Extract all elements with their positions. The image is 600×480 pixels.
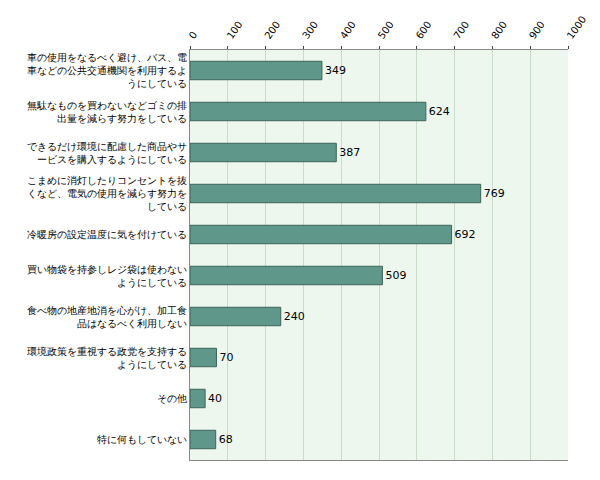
svg-text:40: 40 [208,392,222,405]
svg-text:240: 240 [284,310,305,323]
svg-text:70: 70 [219,351,233,364]
svg-text:769: 769 [484,187,505,200]
svg-text:環境政策を重視する政党を支持するようにしている: 環境政策を重視する政党を支持するようにしている [27,346,187,370]
svg-text:無駄なものを買わないなどゴミの排出量を減らす努力をしている: 無駄なものを買わないなどゴミの排出量を減らす努力をしている [27,100,187,124]
svg-text:車の使用をなるべく避け、バス、電車などの公共交通機関を利用す: 車の使用をなるべく避け、バス、電車などの公共交通機関を利用するようにしている [27,52,187,89]
svg-text:500: 500 [376,19,396,41]
svg-text:624: 624 [429,105,450,118]
svg-text:特に何もしていない: 特に何もしていない [97,434,187,445]
svg-text:700: 700 [451,19,471,41]
svg-text:600: 600 [414,19,434,41]
svg-text:300: 300 [300,19,320,41]
svg-text:その他: その他 [157,393,187,404]
svg-text:900: 900 [527,19,547,41]
svg-text:800: 800 [489,19,509,41]
svg-text:349: 349 [325,64,346,77]
svg-text:68: 68 [219,433,233,446]
svg-text:こまめに消灯したりコンセントを抜くなど、電気の使用を減らす努: こまめに消灯したりコンセントを抜くなど、電気の使用を減らす努力をしている [27,175,187,212]
svg-text:買い物袋を持参しレジ袋は使わないようにしている: 買い物袋を持参しレジ袋は使わないようにしている [27,264,187,288]
svg-text:387: 387 [339,146,360,159]
svg-text:400: 400 [338,19,358,41]
svg-text:692: 692 [455,228,476,241]
svg-text:0: 0 [187,29,200,41]
svg-text:冷暖房の設定温度に気を付けている: 冷暖房の設定温度に気を付けている [27,229,187,240]
svg-text:食べ物の地産地消を心がけ、加工食品はなるべく利用しない: 食べ物の地産地消を心がけ、加工食品はなるべく利用しない [27,305,187,329]
svg-text:1000: 1000 [565,14,589,41]
svg-text:できるだけ環境に配慮した商品やサービスを購入するようにしてい: できるだけ環境に配慮した商品やサービスを購入するようにしている [27,141,187,165]
svg-text:509: 509 [385,269,406,282]
svg-text:200: 200 [262,19,282,41]
svg-text:100: 100 [225,19,245,41]
